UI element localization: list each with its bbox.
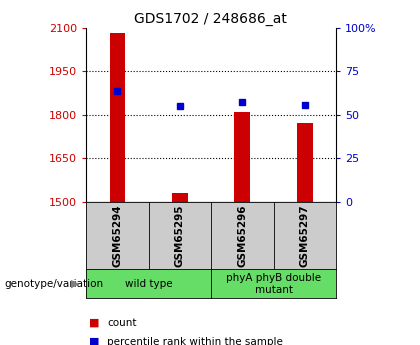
Text: ■: ■ xyxy=(89,337,100,345)
Bar xyxy=(172,193,188,202)
Text: count: count xyxy=(107,318,136,327)
Text: genotype/variation: genotype/variation xyxy=(4,279,103,289)
Text: wild type: wild type xyxy=(125,279,172,289)
Text: GSM65295: GSM65295 xyxy=(175,204,185,267)
Bar xyxy=(234,112,250,202)
Text: phyA phyB double
mutant: phyA phyB double mutant xyxy=(226,273,321,295)
Text: ▶: ▶ xyxy=(71,279,80,289)
Text: GSM65296: GSM65296 xyxy=(237,204,247,267)
Bar xyxy=(297,124,312,202)
Bar xyxy=(110,33,125,202)
Text: GSM65294: GSM65294 xyxy=(112,204,122,267)
Text: GSM65297: GSM65297 xyxy=(300,204,310,267)
Text: GDS1702 / 248686_at: GDS1702 / 248686_at xyxy=(134,12,286,26)
Text: percentile rank within the sample: percentile rank within the sample xyxy=(107,337,283,345)
Text: ■: ■ xyxy=(89,318,100,327)
